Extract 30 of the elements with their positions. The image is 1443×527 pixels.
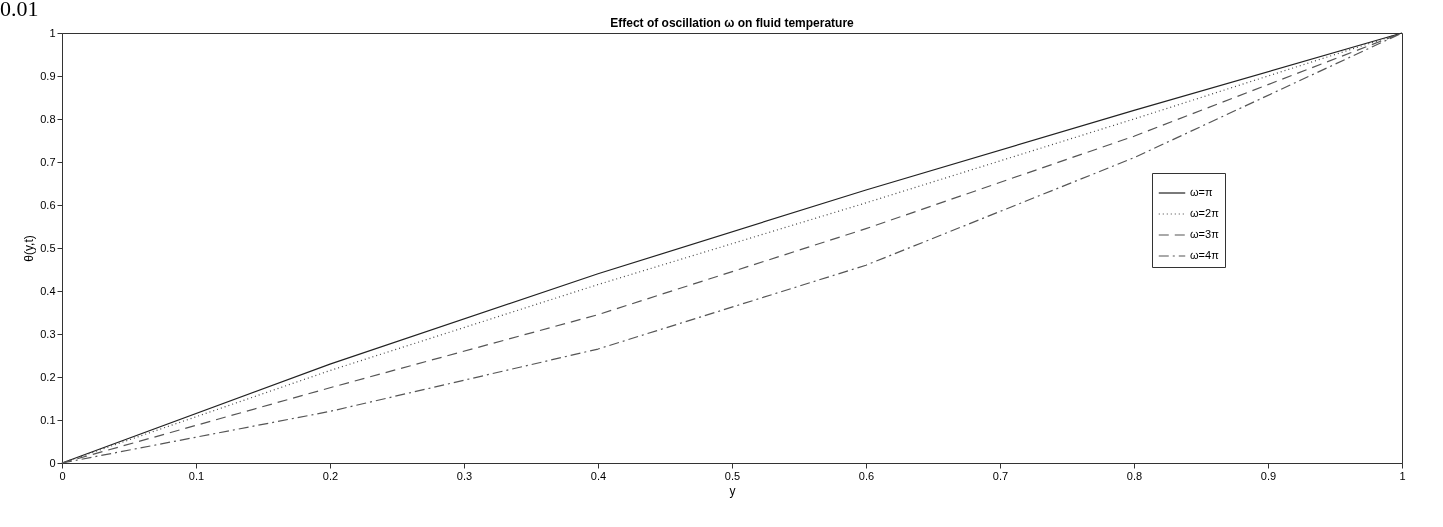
y-tick-label: 0.5 [40,241,56,254]
x-tick-label: 0.3 [456,469,473,482]
y-tick-label: 0.1 [40,413,56,426]
y-tick-label: 0.7 [40,155,56,168]
legend-label: ω=3π [1190,228,1220,240]
x-tick-label: 0 [59,469,66,482]
chart-title: Effect of oscillation ω on fluid temperature [610,16,855,30]
x-tick-label: 0.5 [724,469,741,482]
y-tick-label: 0.4 [40,284,56,297]
x-tick-label: 0.1 [188,469,205,482]
y-tick-label: 0 [49,456,56,469]
x-axis-title: y [729,483,736,498]
x-tick-label: 0.9 [1260,469,1277,482]
y-tick-label: 0.9 [40,69,56,82]
x-tick-label: 1 [1399,469,1406,482]
y-tick-label: 0.6 [40,198,56,211]
y-tick-label: 1 [49,26,56,39]
y-tick-label: 0.8 [40,112,56,125]
y-tick-label: 0.2 [40,370,56,383]
x-tick-label: 0.8 [1126,469,1143,482]
x-tick-label: 0.6 [858,469,875,482]
x-tick-label: 0.4 [590,469,607,482]
legend-label: ω=π [1190,186,1214,198]
text: 0.01 [0,0,39,21]
legend-label: ω=2π [1190,207,1220,219]
legend-label: ω=4π [1190,249,1220,261]
y-tick-label: 0.3 [40,327,56,340]
y-axis-title: θ(y,t) [22,235,37,262]
x-tick-label: 0.7 [992,469,1009,482]
x-tick-label: 0.2 [322,469,339,482]
